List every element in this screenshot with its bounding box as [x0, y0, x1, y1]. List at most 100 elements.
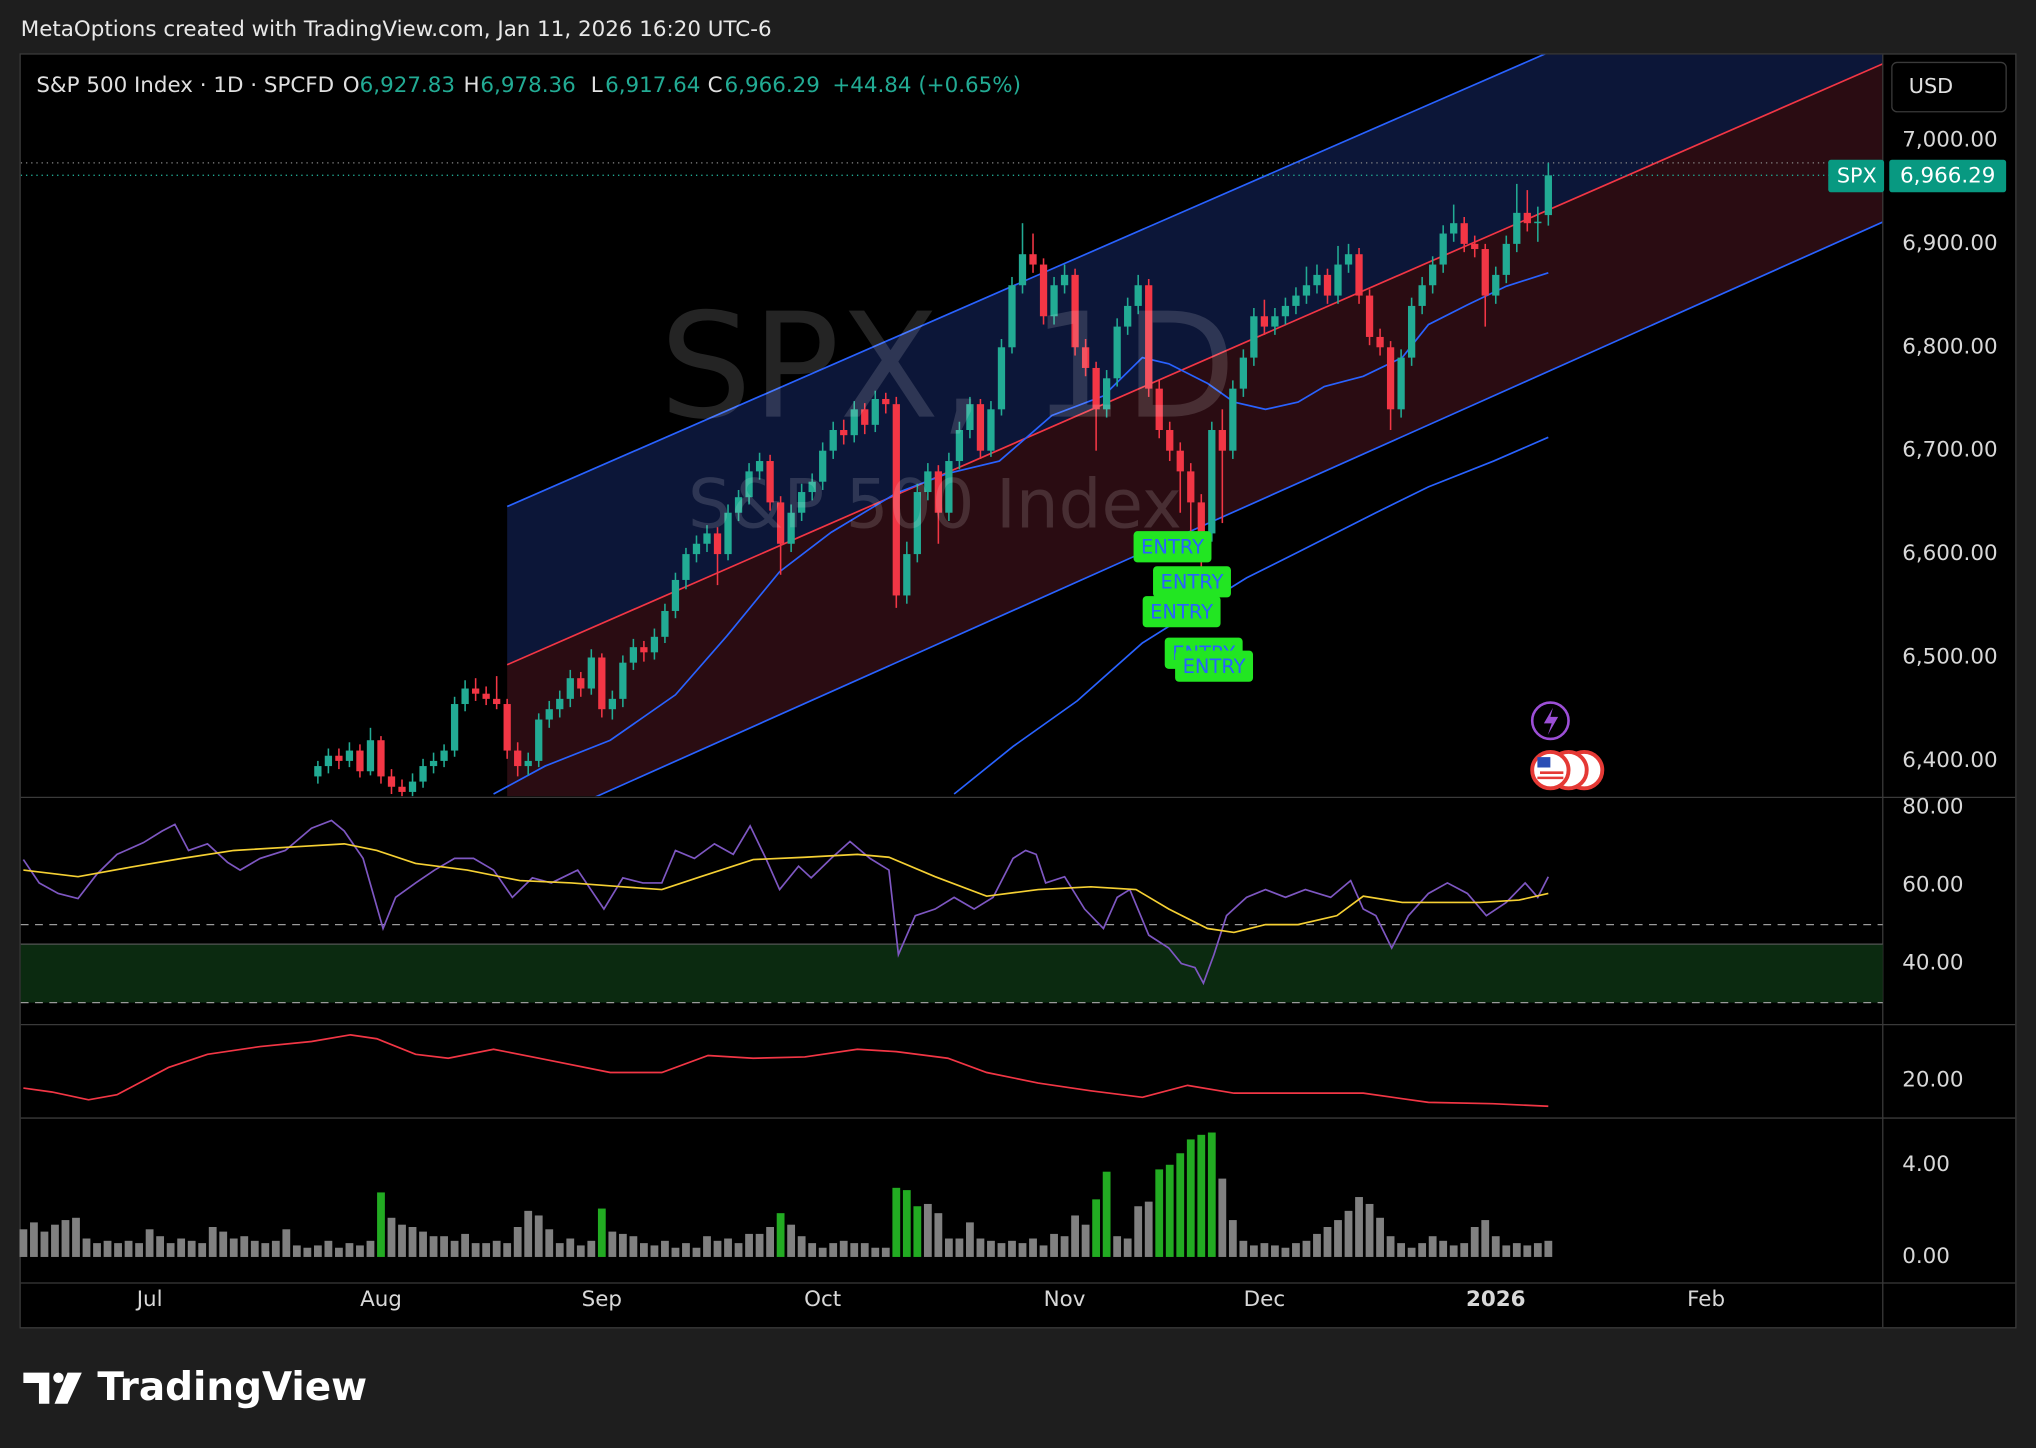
candle-body — [787, 512, 795, 544]
volume-bar — [1239, 1240, 1248, 1257]
volume-bar — [1008, 1240, 1016, 1257]
volume-bar — [976, 1238, 985, 1257]
candle-body — [1008, 285, 1016, 348]
candle-body — [1302, 285, 1311, 296]
volume-bar — [1449, 1245, 1458, 1257]
volume-bar — [745, 1233, 753, 1257]
volume-bar — [198, 1243, 207, 1257]
candle-body — [440, 750, 448, 761]
volume-bar — [1092, 1199, 1101, 1257]
volume-bar — [1123, 1238, 1132, 1257]
logo — [23, 1372, 82, 1404]
flag-stripes — [1537, 771, 1564, 780]
logo-mark — [23, 1372, 50, 1404]
volume-bar — [30, 1222, 38, 1257]
candle-body — [640, 647, 648, 653]
volume-bar — [408, 1226, 417, 1257]
candle-body — [776, 502, 785, 544]
entry-label: ENTRY — [1161, 571, 1224, 594]
volume-bar — [250, 1240, 259, 1257]
candle-body — [682, 554, 690, 580]
entry-label: ENTRY — [1150, 600, 1213, 623]
candle-body — [1534, 221, 1542, 224]
volume-bar — [124, 1240, 133, 1257]
currency-button[interactable] — [1891, 61, 2007, 113]
candle-body — [745, 471, 753, 498]
volume-bar — [1039, 1245, 1048, 1257]
currency[interactable]: USD — [1909, 74, 1953, 98]
volume-bar — [1439, 1240, 1448, 1257]
ohlc-value: 6,927.83 — [360, 73, 455, 98]
candle-body — [766, 461, 774, 503]
y-tick-label: 6,900.00 — [1902, 231, 1997, 256]
volume-bar — [1481, 1220, 1490, 1257]
candle-body — [913, 492, 921, 555]
candle-body — [903, 554, 911, 596]
candle-body — [976, 404, 985, 451]
candle-body — [493, 698, 501, 705]
candle-body — [1292, 295, 1300, 306]
symbol-badge-text: SPX — [1837, 164, 1877, 188]
volume-bar — [156, 1236, 165, 1257]
candle-body — [1271, 316, 1279, 327]
candle-body — [1050, 285, 1058, 317]
volume-bar — [51, 1224, 59, 1257]
candle-body — [545, 709, 553, 720]
candle-body — [966, 404, 974, 431]
candle-body — [1376, 336, 1384, 348]
volume-bar — [608, 1231, 617, 1257]
entry-label-box — [1133, 531, 1212, 563]
candle-body — [419, 766, 427, 782]
candle-body — [1166, 430, 1174, 451]
volume-bar — [1165, 1164, 1174, 1257]
volume-bar — [839, 1240, 848, 1257]
candle-body — [1365, 295, 1374, 337]
candle-body — [1060, 274, 1069, 286]
candle-body — [587, 657, 595, 689]
candle-body — [608, 698, 616, 710]
ohlc-key: O — [343, 73, 360, 98]
event-icons[interactable] — [1530, 701, 1605, 791]
x-tick-label: Aug — [360, 1287, 402, 1312]
lightning — [1543, 707, 1559, 736]
volume-bar — [818, 1247, 827, 1257]
volume-bar — [429, 1236, 438, 1257]
candle-body — [1176, 450, 1184, 472]
volume-bar — [1502, 1245, 1511, 1257]
volume-bar — [471, 1243, 480, 1257]
candle-body — [1323, 274, 1332, 296]
y-tick-label: 80.00 — [1902, 795, 1963, 820]
volume-bar — [555, 1243, 564, 1257]
volume-bar — [1102, 1171, 1111, 1257]
volume-bar — [440, 1236, 448, 1257]
candle-body — [755, 461, 764, 472]
candle-body — [1239, 357, 1247, 389]
candle-body — [461, 688, 469, 705]
candle-body — [1386, 347, 1395, 410]
volume-bar — [1029, 1238, 1037, 1257]
volume-bar — [1544, 1240, 1553, 1257]
candle-body — [850, 409, 858, 436]
candle-body — [1523, 212, 1531, 224]
volume-bar — [1050, 1233, 1058, 1257]
entry-label: ENTRY — [1183, 655, 1246, 678]
candle-body — [671, 579, 680, 611]
volume-bar — [482, 1243, 491, 1257]
x-tick-label: Sep — [582, 1287, 622, 1312]
price-badge-text: 6,966.29 — [1900, 164, 1995, 189]
ohlc-legend: O 6,927.83 H 6,978.36 L 6,917.64 C 6,966.29 — [343, 73, 820, 98]
volume-bar — [366, 1240, 375, 1257]
volume-bar — [524, 1210, 533, 1257]
candle-body — [1187, 471, 1195, 503]
volume-bar — [713, 1240, 722, 1257]
volume-bar — [503, 1243, 512, 1257]
y-tick-label: 0.00 — [1902, 1244, 1950, 1269]
candle-body — [1103, 378, 1111, 410]
candle-body — [324, 755, 333, 767]
volume-bar — [1428, 1236, 1437, 1257]
candle-body — [829, 430, 837, 451]
entry-label-box — [1142, 596, 1221, 628]
volume-bar — [1491, 1236, 1500, 1257]
logo-text: TradingView — [97, 1365, 367, 1410]
